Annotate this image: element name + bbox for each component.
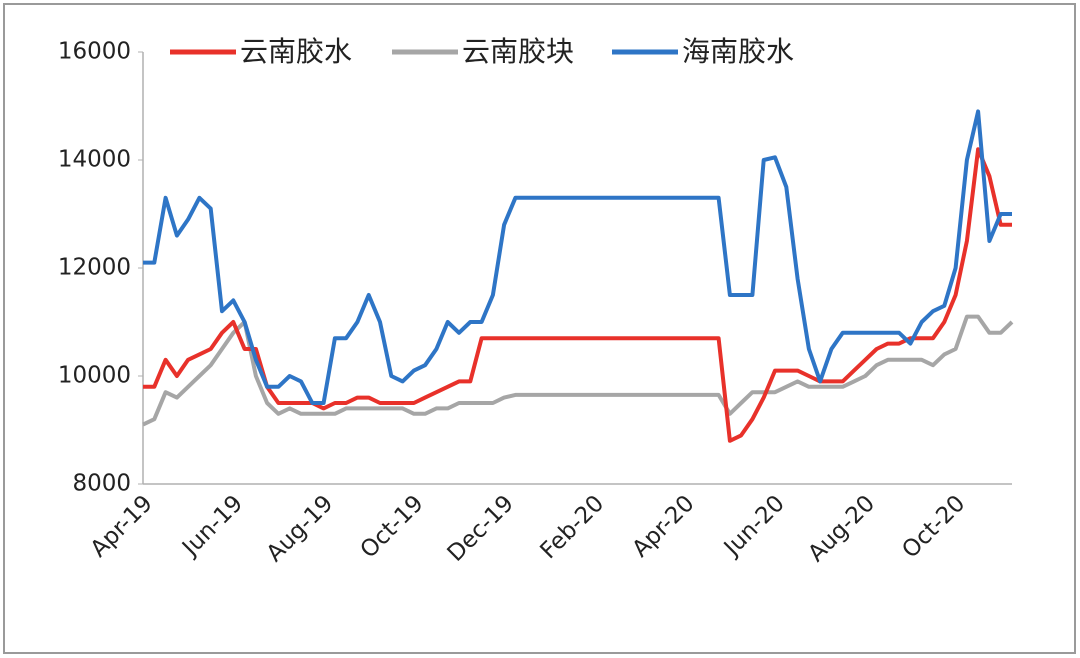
x-tick-label: Oct-19 (356, 490, 429, 563)
x-tick-label: Apr-19 (86, 490, 158, 562)
legend-label: 云南胶水 (240, 35, 352, 68)
series-line (142, 314, 1014, 427)
series-line (143, 109, 1012, 405)
x-tick-label: Feb-20 (536, 490, 610, 564)
y-tick-label: 12000 (58, 255, 131, 281)
y-tick-label: 16000 (58, 39, 131, 65)
legend: 云南胶水 云南胶块 海南胶水 (170, 35, 794, 68)
frame (3, 3, 1076, 654)
x-tick-label: Apr-20 (628, 490, 700, 562)
x-tick-label: Aug-19 (262, 490, 339, 567)
x-tick-label: Jun-19 (176, 490, 248, 562)
y-tick-label: 10000 (58, 363, 131, 389)
y-tick-label: 14000 (58, 147, 131, 173)
x-tick-label: Jun-20 (718, 490, 790, 562)
legend-label: 云南胶块 (462, 35, 574, 68)
legend-label: 海南胶水 (682, 35, 794, 68)
series-line (143, 147, 1012, 443)
x-tick-label: Dec-19 (443, 490, 519, 566)
x-tick-label: Aug-20 (803, 490, 880, 567)
y-tick-label: 8000 (72, 471, 131, 497)
x-tick-label: Oct-20 (897, 490, 970, 563)
